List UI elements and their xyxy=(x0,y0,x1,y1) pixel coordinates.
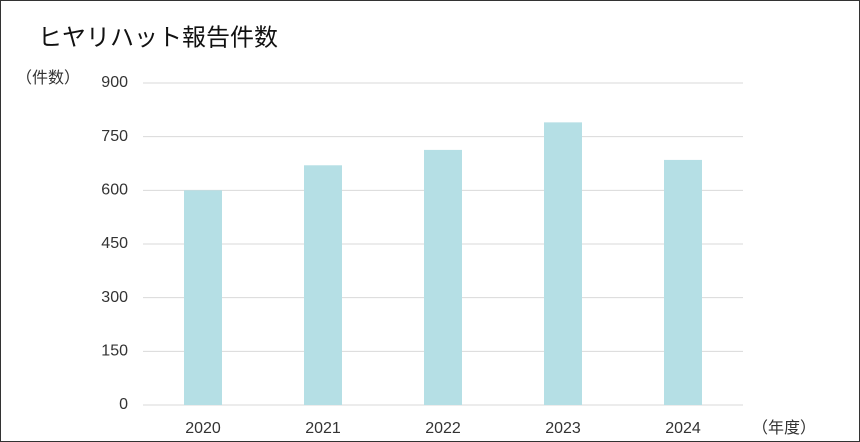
y-axis-label: （件数） xyxy=(16,69,80,87)
y-tick-label: 600 xyxy=(101,182,128,199)
x-tick-label: 2021 xyxy=(305,420,341,437)
y-tick-label: 150 xyxy=(101,343,128,360)
bar xyxy=(184,190,222,405)
chart-title: ヒヤリハット報告件数 xyxy=(38,24,278,51)
x-tick-label: 2020 xyxy=(185,420,221,437)
x-axis-label: （年度） xyxy=(752,419,816,437)
bar xyxy=(664,159,702,405)
bar xyxy=(304,165,342,405)
x-tick-label: 2022 xyxy=(425,420,461,437)
x-tick-label: 2023 xyxy=(545,420,581,437)
bar xyxy=(544,122,582,405)
y-tick-label: 0 xyxy=(119,396,128,413)
y-tick-label: 450 xyxy=(101,235,128,252)
y-tick-label: 300 xyxy=(101,289,128,306)
y-tick-label: 750 xyxy=(101,128,128,145)
y-tick-label: 900 xyxy=(101,74,128,91)
bar xyxy=(424,149,462,405)
x-tick-label: 2024 xyxy=(665,420,701,437)
